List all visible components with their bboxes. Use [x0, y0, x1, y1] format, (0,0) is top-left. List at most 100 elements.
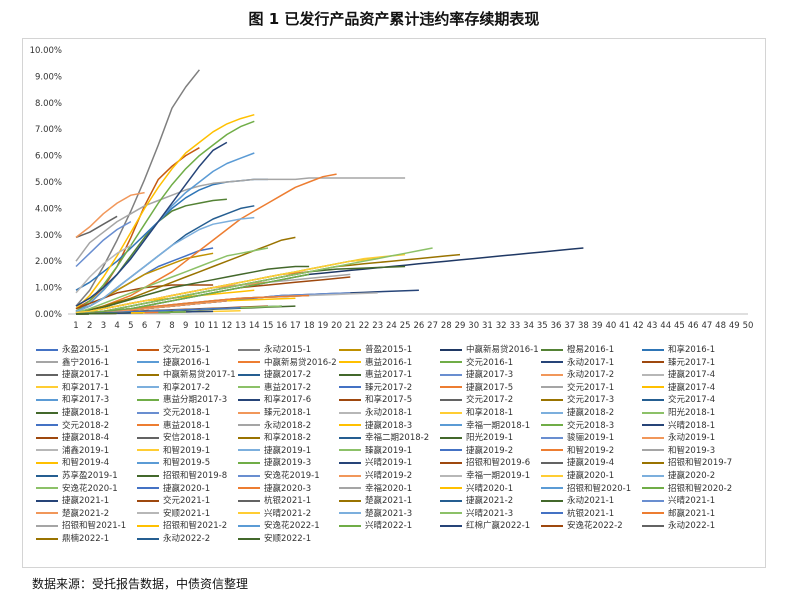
- legend-label: 邮赢2021-1: [668, 508, 716, 519]
- legend-label: 捷赢2020-1: [567, 471, 615, 481]
- series-line: [75, 220, 132, 268]
- legend-item: 楚赢2021-2: [36, 509, 109, 520]
- legend-label: 惠益分期2017-3: [163, 395, 228, 406]
- legend-swatch: [137, 386, 159, 389]
- legend-item: 捷赢2019-2: [440, 446, 513, 457]
- legend-swatch: [440, 361, 462, 364]
- legend-item: 幸福一期2018-1: [440, 421, 530, 432]
- legend-label: 交元2017-2: [466, 395, 514, 406]
- x-tick-label: 22: [359, 321, 370, 331]
- legend-label: 臻元2017-1: [668, 357, 716, 368]
- y-tick-label: 7.00%: [35, 125, 62, 135]
- x-tick-label: 8: [169, 321, 174, 331]
- legend-label: 和智2019-4: [62, 458, 110, 469]
- series-line: [75, 152, 255, 313]
- legend-swatch: [339, 524, 361, 527]
- legend-swatch: [541, 449, 563, 452]
- legend-swatch: [339, 512, 361, 515]
- legend-swatch: [339, 373, 361, 376]
- legend-item: 惠益分期2017-3: [137, 395, 227, 406]
- legend-label: 捷赢2019-2: [466, 445, 514, 456]
- legend-item: 捷赢2017-1: [36, 370, 109, 381]
- legend-item: 交元2018-3: [541, 421, 614, 432]
- legend-swatch: [339, 461, 361, 464]
- legend-item: 交元2021-1: [137, 496, 210, 507]
- legend-item: 交元2017-4: [642, 395, 715, 406]
- legend-item: 橙易2016-1: [541, 345, 614, 356]
- legend-item: 幸福二期2018-2: [339, 433, 429, 444]
- legend-label: 安顺2022-1: [264, 534, 312, 544]
- legend-swatch: [440, 436, 462, 439]
- legend-item: 捷赢2019-1: [238, 446, 311, 457]
- x-tick-label: 19: [317, 321, 328, 331]
- legend-label: 惠益2017-2: [264, 382, 312, 393]
- legend-label: 交元2015-1: [163, 345, 211, 355]
- legend-item: 鼎楠2022-1: [36, 534, 109, 545]
- x-tick-label: 43: [647, 321, 658, 331]
- legend-item: 和享2018-1: [440, 408, 513, 419]
- legend-label: 兴晴2019-2: [365, 471, 413, 481]
- legend-item: 交元2017-2: [440, 395, 513, 406]
- legend-swatch: [137, 449, 159, 452]
- legend-label: 和享2017-3: [62, 395, 110, 406]
- legend-label: 捷赢2019-4: [567, 458, 615, 469]
- x-tick-label: 5: [128, 321, 133, 331]
- legend-item: 臻赢2019-1: [339, 446, 412, 457]
- legend-swatch: [36, 411, 58, 414]
- legend-label: 捷赢2016-1: [163, 357, 211, 368]
- legend-label: 交元2017-4: [668, 395, 716, 406]
- legend-label: 苏享盈2019-1: [62, 471, 118, 481]
- legend-label: 捷赢2017-1: [62, 370, 110, 381]
- legend-item: 永动2018-2: [238, 421, 311, 432]
- legend-swatch: [137, 499, 159, 502]
- legend-swatch: [238, 474, 260, 477]
- legend-item: 安顺2021-1: [137, 509, 210, 520]
- legend-item: 交元2017-3: [541, 395, 614, 406]
- series-line: [75, 215, 118, 239]
- x-tick-label: 1: [73, 321, 78, 331]
- legend-item: 永动2018-1: [339, 408, 412, 419]
- legend-swatch: [36, 537, 58, 540]
- y-tick-label: 6.00%: [35, 152, 62, 162]
- legend-swatch: [642, 524, 664, 527]
- legend-label: 兴晴2022-1: [365, 521, 413, 532]
- x-tick-label: 50: [743, 321, 754, 331]
- legend-item: 兴晴2021-3: [440, 509, 513, 520]
- legend-swatch: [440, 499, 462, 502]
- legend-label: 兴晴2018-1: [668, 420, 716, 431]
- legend-swatch: [541, 411, 563, 414]
- legend-label: 招银和智2019-8: [163, 471, 228, 481]
- legend-label: 捷赢2017-4: [668, 382, 716, 393]
- legend-label: 安顺2021-1: [163, 508, 211, 519]
- legend-label: 永动2019-1: [668, 433, 716, 444]
- legend-swatch: [541, 398, 563, 401]
- legend-label: 楚赢2021-2: [62, 508, 110, 519]
- legend-swatch: [440, 474, 462, 477]
- legend-item: 楚赢2021-1: [339, 496, 412, 507]
- legend-item: 兴晴2018-1: [642, 421, 715, 432]
- y-tick-label: 0.00%: [35, 310, 62, 320]
- legend-item: 永盈2015-1: [36, 345, 109, 356]
- x-tick-label: 47: [701, 321, 712, 331]
- legend-item: 和享2017-1: [36, 383, 109, 394]
- series-lines: [75, 69, 584, 315]
- legend-swatch: [642, 424, 664, 427]
- legend-label: 交元2017-1: [567, 382, 615, 393]
- legend-swatch: [238, 424, 260, 427]
- x-tick-label: 17: [290, 321, 301, 331]
- legend-label: 兴晴2021-2: [264, 508, 312, 519]
- series-line: [75, 247, 433, 315]
- x-tick-label: 41: [619, 321, 630, 331]
- legend-label: 橙易2016-1: [567, 345, 615, 355]
- legend-swatch: [36, 361, 58, 364]
- legend-label: 阳光2018-1: [668, 408, 716, 418]
- legend-item: 捷赢2020-1: [541, 471, 614, 482]
- legend-swatch: [642, 398, 664, 401]
- legend-item: 兴晴2022-1: [339, 521, 412, 532]
- y-tick-label: 5.00%: [35, 178, 62, 188]
- y-tick-label: 3.00%: [35, 231, 62, 241]
- chart-title: 图 1 已发行产品资产累计违约率存续期表现: [248, 10, 540, 28]
- x-tick-label: 3: [101, 321, 106, 331]
- legend-swatch: [238, 449, 260, 452]
- y-tick-label: 4.00%: [35, 204, 62, 214]
